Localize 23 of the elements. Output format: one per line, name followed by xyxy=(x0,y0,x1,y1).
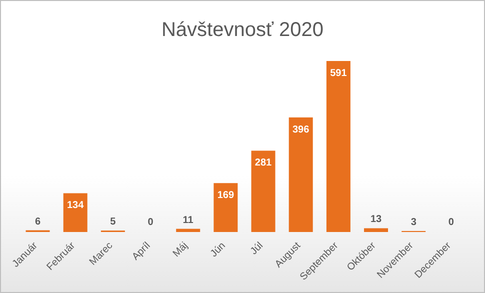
chart-title: Návštevnosť 2020 xyxy=(160,19,325,42)
data-label: 3 xyxy=(410,217,417,228)
bar xyxy=(214,183,238,232)
bar xyxy=(326,61,350,232)
data-label: 13 xyxy=(370,214,382,226)
data-label: 0 xyxy=(448,217,454,228)
data-label: 169 xyxy=(217,190,234,202)
data-label: 134 xyxy=(67,200,84,212)
bar xyxy=(176,228,200,232)
bar xyxy=(288,117,313,232)
data-label: 0 xyxy=(148,217,154,228)
bar xyxy=(63,193,88,232)
data-label: 281 xyxy=(254,158,272,169)
data-label: 396 xyxy=(292,124,310,136)
data-label: 591 xyxy=(330,68,348,79)
x-tick-label: Júl xyxy=(248,240,266,258)
data-label: 6 xyxy=(34,216,41,228)
data-label: 5 xyxy=(110,216,116,228)
bar xyxy=(364,228,388,232)
data-label: 11 xyxy=(182,214,194,226)
bar xyxy=(251,150,276,232)
x-tick-label: Jún xyxy=(208,240,228,260)
x-tick-label: Máj xyxy=(171,240,190,260)
